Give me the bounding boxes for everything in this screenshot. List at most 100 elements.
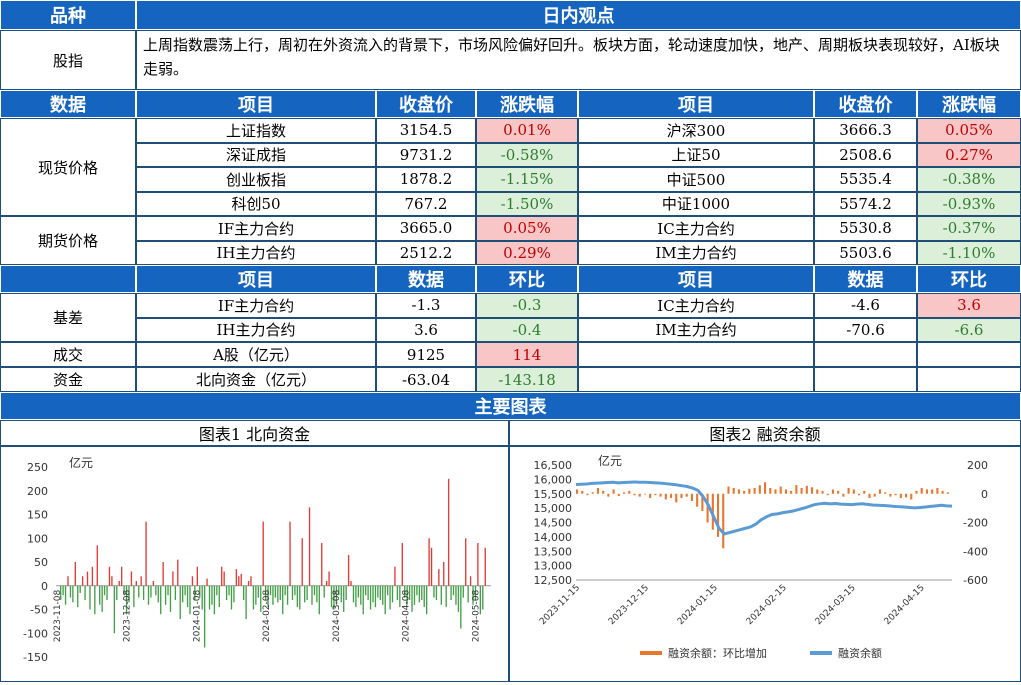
chart2-bar: [596, 488, 599, 494]
chart1-bar: [340, 585, 342, 603]
header-variety: 品种: [0, 0, 136, 30]
chart1-bar: [482, 585, 484, 610]
chart2-bar: [784, 489, 787, 494]
futures-row-left-value: 3665.0: [376, 216, 476, 241]
capital-change: -143.18: [476, 367, 578, 392]
chart1-bar: [321, 543, 323, 586]
spot-row-left-name: 创业板指: [136, 167, 376, 192]
chart1-bar: [345, 585, 347, 600]
chart2-bar: [805, 485, 808, 494]
spot-row-right-name: 上证50: [578, 142, 814, 167]
chart2-x-tick: 2024-01-15: [676, 583, 720, 627]
chart1-bar: [130, 571, 133, 586]
col-blank: [0, 265, 136, 293]
chart1-bar: [360, 585, 362, 605]
chart2-bar: [706, 493, 709, 523]
chart1-bar: [325, 581, 328, 586]
spot-row-right-change: 0.27%: [917, 142, 1021, 167]
spot-row-left-value: 9731.2: [376, 142, 476, 167]
chart1-bar: [86, 571, 89, 586]
chart2-bar: [873, 493, 876, 497]
chart1-x-tick: 2024-04-08: [402, 589, 412, 642]
chart2-left-y-tick: 16,000: [534, 473, 573, 486]
chart2-bar: [643, 493, 646, 495]
chart2-balance-line: [575, 480, 953, 536]
chart2-left-y-tick: 16,500: [534, 459, 573, 472]
chart1-bar: [64, 585, 67, 605]
chart2-bar: [701, 493, 704, 511]
chart1-bar: [352, 585, 355, 603]
chart1-bar: [79, 585, 81, 593]
chart2-legend-bar-swatch: [640, 651, 662, 655]
chart1-bar: [199, 585, 201, 598]
chart1-bar: [357, 585, 360, 598]
chart1-bar: [152, 581, 155, 586]
futures-row-left-change: 0.05%: [476, 216, 578, 241]
chart1-bar: [447, 478, 450, 586]
basis-row-left-value: -1.3: [376, 293, 476, 318]
chart1-bar: [389, 585, 391, 610]
basis-row-left-change: -0.3: [476, 293, 578, 318]
chart2-bar: [811, 487, 814, 494]
chart1-x-tick: 2024-02-08: [262, 589, 272, 642]
chart2-bar: [837, 490, 840, 494]
spot-row-left-value: 3154.5: [376, 118, 476, 143]
chart1-y-tick: 200: [27, 485, 48, 498]
chart1-bar: [472, 585, 474, 605]
spot-row-right-name: 沪深300: [578, 118, 814, 143]
chart1-bar: [291, 585, 294, 600]
spot-row-right-change: -0.93%: [917, 191, 1021, 216]
chart2-left-y-tick: 12,500: [534, 574, 573, 587]
chart2-bar: [821, 490, 824, 494]
chart2-left-y-tick: 14,000: [534, 531, 573, 544]
chart1-bar: [174, 585, 177, 600]
chart1-bar: [81, 576, 84, 586]
chart1-bar: [142, 585, 145, 600]
volume-name: A股（亿元）: [136, 342, 376, 367]
col-item-right: 项目: [578, 90, 814, 118]
chart1-bar: [452, 585, 455, 596]
chart1-bar: [221, 566, 223, 586]
chart1-x-tick: 2024-05-08: [471, 589, 481, 642]
chart2-bar: [936, 488, 939, 494]
basis-row-left-name: IF主力合约: [136, 293, 376, 318]
chart1-bar: [423, 585, 425, 608]
chart1-bar: [111, 576, 113, 586]
col2-mom-right: 环比: [917, 265, 1021, 293]
chart2-bar: [737, 489, 740, 494]
chart1-bar: [411, 585, 413, 612]
chart2-bar: [607, 493, 610, 497]
chart1-bar: [164, 585, 167, 605]
chart1-bar: [457, 585, 460, 612]
basis-row-right-value: -70.6: [814, 317, 917, 342]
chart1-bar: [333, 585, 335, 610]
chart2-bar: [774, 489, 777, 494]
chart1-bar: [255, 585, 257, 605]
chart1-y-tick: -100: [23, 627, 48, 640]
capital-value: -63.04: [376, 367, 476, 392]
chart1-bar: [238, 576, 240, 586]
futures-row-left-name: IF主力合约: [136, 216, 376, 241]
chart1-panel: 亿元 250 200 150 100 50 0 -50 -100 -150 2023-11-08 20…: [0, 446, 509, 682]
basis-label: 基差: [0, 293, 136, 342]
chart2-bar: [727, 486, 730, 494]
chart1-bar: [338, 585, 340, 596]
chart2-bar: [920, 488, 923, 494]
chart1-bar: [162, 562, 164, 586]
chart1-y-tick: 0: [41, 580, 48, 593]
chart2-bar: [946, 492, 949, 494]
chart1-bar: [264, 585, 267, 600]
chart1-x-tick: 2024-01-08: [192, 589, 202, 642]
futures-label: 期货价格: [0, 216, 136, 265]
chart1-bar: [196, 566, 198, 586]
chart2-y-unit: 亿元: [598, 453, 622, 468]
chart1-bar: [350, 581, 352, 586]
futures-row-right-value: 5530.8: [814, 216, 917, 241]
charts-header: 主要图表: [0, 392, 1021, 420]
chart2-bar: [612, 489, 615, 494]
chart1-bar: [430, 547, 433, 586]
spot-row-right-value: 3666.3: [814, 118, 917, 143]
chart1-bar: [467, 585, 469, 603]
chart1-bar: [428, 538, 430, 586]
chart2-left-y-tick: 14,500: [534, 517, 573, 530]
